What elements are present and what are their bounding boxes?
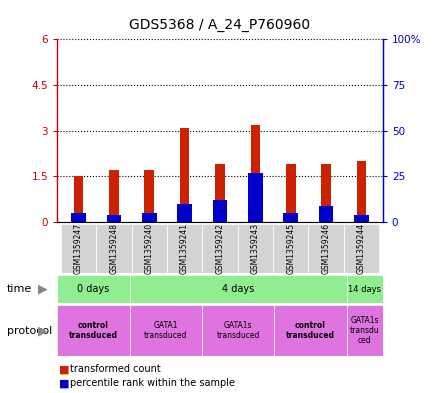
Bar [142, 213, 157, 222]
Text: GDS5368 / A_24_P760960: GDS5368 / A_24_P760960 [129, 18, 311, 32]
Bar [144, 170, 154, 222]
Bar [308, 224, 344, 273]
Bar [321, 164, 331, 222]
Text: GSM1359244: GSM1359244 [357, 223, 366, 274]
Text: ■: ■ [59, 378, 70, 388]
Bar [57, 275, 129, 303]
Text: control
transduced: control transduced [69, 321, 118, 340]
Text: ■: ■ [59, 364, 70, 375]
Bar [213, 200, 227, 222]
Text: time: time [7, 284, 32, 294]
Text: GATA1s
transdu
ced: GATA1s transdu ced [350, 316, 380, 345]
Text: 4 days: 4 days [222, 284, 254, 294]
Bar [283, 213, 298, 222]
Bar [71, 213, 86, 222]
Bar [248, 173, 263, 222]
Bar [132, 224, 167, 273]
Bar [109, 170, 119, 222]
Text: percentile rank within the sample: percentile rank within the sample [70, 378, 235, 388]
Text: ▶: ▶ [38, 283, 48, 296]
Bar [357, 161, 367, 222]
Text: GSM1359240: GSM1359240 [145, 223, 154, 274]
Text: GSM1359242: GSM1359242 [216, 223, 224, 274]
Bar [202, 224, 238, 273]
Text: GSM1359243: GSM1359243 [251, 223, 260, 274]
Bar [347, 275, 383, 303]
Text: control
transduced: control transduced [286, 321, 335, 340]
Bar [215, 164, 225, 222]
Bar [96, 224, 132, 273]
Text: 0 days: 0 days [77, 284, 110, 294]
Bar [106, 215, 121, 222]
Text: GATA1s
transduced: GATA1s transduced [216, 321, 260, 340]
Bar [286, 164, 296, 222]
Text: GSM1359246: GSM1359246 [322, 223, 331, 274]
Bar [129, 275, 347, 303]
Text: GATA1
transduced: GATA1 transduced [144, 321, 187, 340]
Bar [319, 206, 334, 222]
Bar [202, 305, 274, 356]
Bar [129, 305, 202, 356]
Text: GSM1359247: GSM1359247 [74, 223, 83, 274]
Text: transformed count: transformed count [70, 364, 161, 375]
Text: 14 days: 14 days [348, 285, 381, 294]
Bar [344, 224, 379, 273]
Bar [61, 224, 96, 273]
Bar [274, 305, 347, 356]
Text: GSM1359241: GSM1359241 [180, 223, 189, 274]
Bar [238, 224, 273, 273]
Bar [354, 215, 369, 222]
Bar [167, 224, 202, 273]
Text: GSM1359248: GSM1359248 [109, 223, 118, 274]
Bar [180, 128, 190, 222]
Bar [273, 224, 308, 273]
Bar [347, 305, 383, 356]
Bar [73, 176, 83, 222]
Bar [177, 204, 192, 222]
Text: GSM1359245: GSM1359245 [286, 223, 295, 274]
Text: ▶: ▶ [38, 324, 48, 337]
Text: protocol: protocol [7, 325, 52, 336]
Bar [250, 125, 260, 222]
Bar [57, 305, 129, 356]
